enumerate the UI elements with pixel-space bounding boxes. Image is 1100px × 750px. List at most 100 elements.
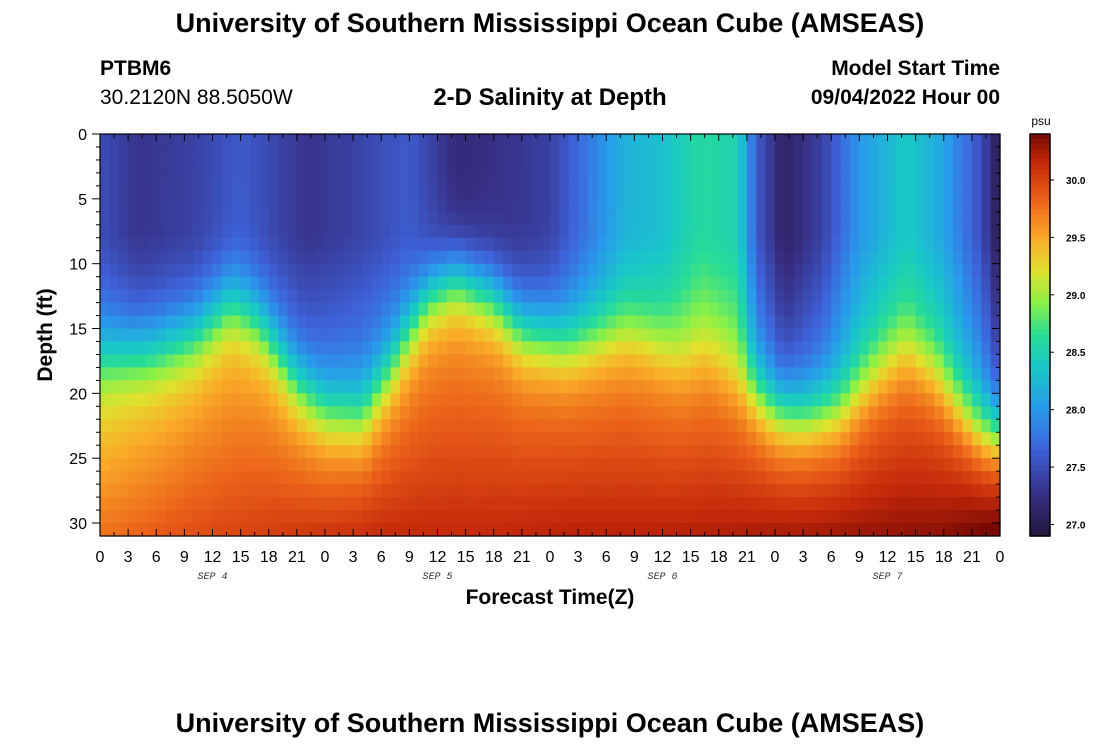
heatmap-cell — [746, 224, 757, 239]
heatmap-cell — [156, 497, 167, 511]
heatmap-cell — [634, 458, 645, 472]
heatmap-cell — [831, 302, 842, 317]
heatmap-cell — [568, 211, 579, 226]
heatmap-cell — [409, 302, 420, 317]
heatmap-cell — [493, 276, 504, 291]
heatmap-cell — [728, 315, 739, 330]
heatmap-cell — [915, 159, 926, 174]
heatmap-cell — [587, 224, 598, 239]
heatmap-cell — [193, 146, 204, 161]
heatmap-cell — [240, 185, 251, 200]
heatmap-cell — [634, 484, 645, 498]
heatmap-cell — [700, 289, 710, 304]
heatmap-cell — [925, 302, 935, 317]
heatmap-cell — [962, 146, 973, 161]
heatmap-cell — [334, 146, 345, 161]
heatmap-cell — [175, 237, 185, 252]
heatmap-cell — [531, 185, 542, 200]
heatmap-cell — [212, 419, 223, 433]
heatmap-cell — [606, 497, 617, 511]
heatmap-cell — [409, 172, 420, 187]
date-label: SEP 4 — [197, 572, 227, 583]
heatmap-cell — [250, 354, 260, 369]
heatmap-cell — [325, 445, 335, 459]
heatmap-cell — [850, 354, 860, 369]
heatmap-cell — [615, 185, 626, 200]
heatmap-cell — [306, 367, 317, 381]
heatmap-cell — [887, 237, 898, 252]
heatmap-cell — [953, 354, 964, 369]
heatmap-cell — [531, 484, 542, 498]
heatmap-cell — [615, 211, 626, 226]
heatmap-cell — [250, 406, 260, 420]
heatmap-cell — [325, 276, 335, 291]
heatmap-cell — [109, 198, 120, 213]
heatmap-cell — [381, 134, 392, 148]
heatmap-cell — [221, 263, 232, 278]
heatmap-cell — [606, 471, 617, 485]
heatmap-cell — [128, 458, 139, 472]
heatmap-cell — [765, 224, 776, 239]
heatmap-cell — [934, 146, 945, 161]
heatmap-cell — [896, 211, 907, 226]
heatmap-cell — [184, 159, 195, 174]
heatmap-cell — [456, 354, 467, 369]
heatmap-cell — [765, 380, 776, 394]
colorbar-swatch — [1030, 309, 1050, 316]
heatmap-cell — [990, 263, 1001, 278]
heatmap-cell — [203, 497, 214, 511]
heatmap-cell — [718, 159, 729, 174]
heatmap-cell — [643, 497, 654, 511]
heatmap-cell — [203, 211, 214, 226]
heatmap-cell — [334, 237, 345, 252]
heatmap-cell — [784, 276, 795, 291]
heatmap-cell — [193, 211, 204, 226]
heatmap-cell — [353, 263, 364, 278]
heatmap-cell — [587, 380, 598, 394]
heatmap-cell — [981, 159, 992, 174]
heatmap-cell — [803, 146, 814, 161]
heatmap-cell — [371, 134, 382, 148]
heatmap-cell — [156, 406, 167, 420]
heatmap-cell — [418, 289, 429, 304]
heatmap-cell — [906, 445, 917, 459]
heatmap-cell — [203, 406, 214, 420]
heatmap-cell — [334, 328, 345, 343]
heatmap-cell — [615, 224, 626, 239]
heatmap-cell — [465, 237, 476, 252]
heatmap-cell — [250, 315, 260, 330]
heatmap-cell — [718, 315, 729, 330]
colorbar-swatch — [1030, 229, 1050, 236]
heatmap-cell — [268, 497, 279, 511]
heatmap-cell — [287, 134, 298, 148]
heatmap-cell — [896, 172, 907, 187]
heatmap-cell — [718, 146, 729, 161]
heatmap-cell — [962, 211, 973, 226]
heatmap-cell — [287, 250, 298, 265]
heatmap-cell — [559, 393, 570, 407]
heatmap-cell — [775, 471, 785, 485]
heatmap-cell — [278, 445, 289, 459]
heatmap-cell — [803, 159, 814, 174]
heatmap-cell — [493, 198, 504, 213]
heatmap-cell — [718, 510, 729, 524]
heatmap-cell — [653, 146, 664, 161]
heatmap-cell — [850, 134, 860, 148]
heatmap-cell — [878, 393, 889, 407]
heatmap-cell — [175, 393, 185, 407]
heatmap-cell — [315, 354, 326, 369]
heatmap-cell — [700, 211, 710, 226]
heatmap-cell — [409, 146, 420, 161]
heatmap-cell — [315, 497, 326, 511]
heatmap-cell — [465, 159, 476, 174]
heatmap-cell — [484, 134, 495, 148]
colorbar-swatch — [1030, 435, 1050, 442]
heatmap-cell — [653, 432, 664, 446]
heatmap-cell — [925, 497, 935, 511]
heatmap-cell — [896, 289, 907, 304]
heatmap-cell — [821, 237, 832, 252]
heatmap-cell — [146, 484, 157, 498]
heatmap-cell — [821, 134, 832, 148]
heatmap-cell — [475, 315, 485, 330]
heatmap-cell — [840, 172, 851, 187]
